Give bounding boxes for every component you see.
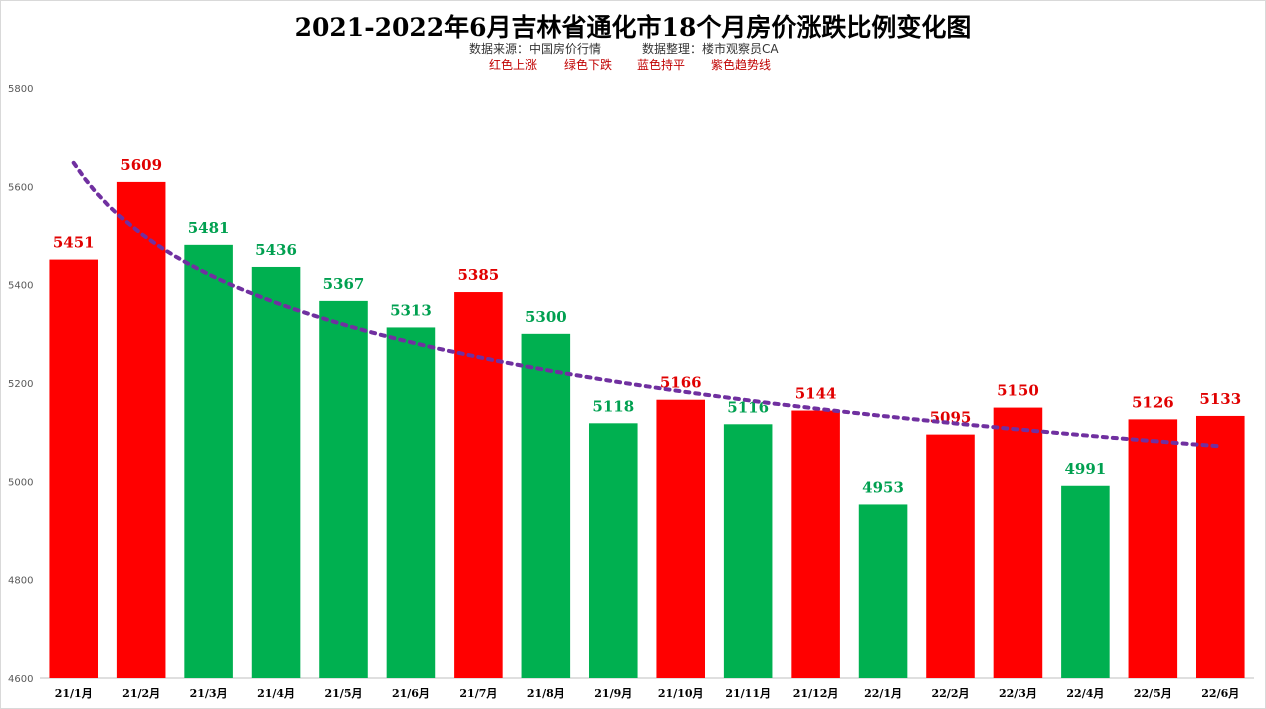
x-tick-label: 22/6月 [1201, 687, 1239, 700]
x-tick-label: 21/6月 [392, 687, 430, 700]
bar [116, 181, 166, 679]
x-tick-label: 22/4月 [1066, 687, 1104, 700]
y-tick-label: 5600 [8, 182, 33, 193]
legend-blue-flat: 蓝色持平 [637, 58, 686, 72]
data-label: 5118 [592, 397, 634, 415]
data-label: 5095 [930, 409, 972, 427]
data-label: 5166 [660, 374, 702, 392]
bar [1061, 485, 1110, 678]
bar [49, 259, 99, 678]
data-source-text: 数据来源：中国房价行情 [469, 42, 602, 56]
x-tick-label: 21/11月 [725, 687, 771, 700]
bar [723, 424, 773, 678]
bar [656, 399, 706, 678]
data-label: 5609 [120, 156, 162, 174]
bar [858, 504, 908, 678]
bar [1128, 419, 1178, 678]
bar [251, 266, 301, 678]
data-label: 5133 [1199, 390, 1241, 408]
bar [588, 423, 638, 678]
bar [386, 327, 436, 678]
x-tick-label: 21/10月 [658, 687, 704, 700]
x-tick-label: 21/5月 [325, 687, 363, 700]
y-tick-label: 5000 [8, 477, 33, 488]
legend-red-up: 红色上涨 [489, 58, 538, 72]
trendline [71, 160, 1223, 449]
bar [1195, 415, 1245, 678]
x-tick-label: 22/5月 [1134, 687, 1172, 700]
x-tick-label: 21/12月 [793, 687, 839, 700]
bar [993, 407, 1043, 678]
x-tick-label: 21/4月 [257, 687, 295, 700]
legend-green-down: 绿色下跌 [564, 58, 613, 72]
x-tick-label: 22/1月 [864, 687, 902, 700]
x-tick-label: 21/2月 [122, 687, 160, 700]
bar [184, 244, 233, 678]
bar [319, 300, 368, 678]
data-label: 4953 [862, 478, 904, 496]
data-label: 5451 [53, 234, 95, 252]
y-tick-label: 5800 [8, 84, 33, 95]
data-label: 4991 [1065, 460, 1107, 478]
data-organizer-text: 数据整理：楼市观察员CA [642, 42, 779, 56]
legend-purple-trend: 紫色趋势线 [711, 58, 772, 72]
x-tick-label: 22/2月 [932, 687, 970, 700]
data-label: 5150 [997, 382, 1039, 400]
bar [791, 410, 840, 678]
x-tick-label: 21/9月 [594, 687, 632, 700]
data-label: 5481 [188, 219, 230, 237]
x-tick-label: 21/8月 [527, 687, 565, 700]
y-tick-label: 5400 [8, 281, 33, 292]
bar [521, 333, 571, 678]
y-tick-label: 5200 [8, 379, 33, 390]
x-tick-label: 22/3月 [999, 687, 1037, 700]
bar [454, 292, 503, 678]
chart-title: 2021-2022年6月吉林省通化市18个月房价涨跌比例变化图 [294, 13, 972, 42]
x-tick-label: 21/3月 [190, 687, 228, 700]
data-label: 5385 [458, 266, 500, 284]
data-label: 5436 [255, 241, 297, 259]
x-tick-label: 21/1月 [55, 687, 93, 700]
y-tick-label: 4800 [8, 576, 33, 587]
data-label: 5367 [323, 275, 365, 293]
data-label: 5144 [795, 385, 837, 403]
data-label: 5300 [525, 308, 567, 326]
x-tick-label: 21/7月 [459, 687, 497, 700]
data-label: 5126 [1132, 393, 1174, 411]
data-label: 5313 [390, 301, 432, 319]
bar [926, 434, 975, 678]
y-tick-label: 4600 [8, 674, 33, 685]
